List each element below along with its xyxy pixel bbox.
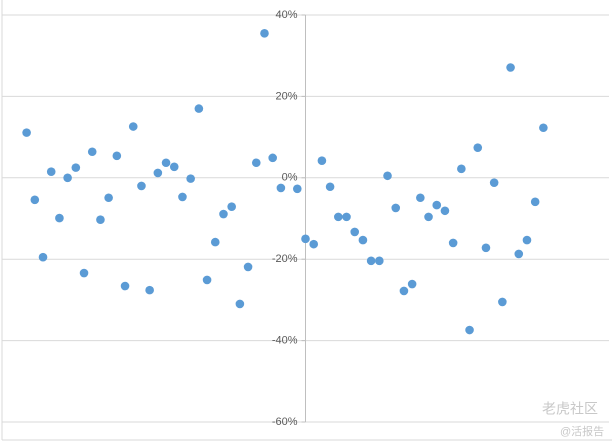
point <box>120 281 130 291</box>
point <box>539 123 548 133</box>
point <box>407 279 417 289</box>
point <box>358 235 368 245</box>
point <box>128 122 138 131</box>
point <box>481 243 491 253</box>
point <box>219 209 228 219</box>
point <box>473 143 483 152</box>
point <box>465 325 474 335</box>
point <box>325 182 335 192</box>
point <box>235 299 245 309</box>
point <box>489 178 499 187</box>
point <box>506 63 515 72</box>
point <box>457 164 466 174</box>
point <box>112 151 122 161</box>
y-tick-label: -20% <box>272 253 298 265</box>
point <box>432 200 442 210</box>
point <box>22 128 31 137</box>
point <box>194 104 204 113</box>
point <box>71 163 81 172</box>
y-tick-label: 20% <box>275 90 297 102</box>
point <box>399 286 409 296</box>
point <box>276 183 286 193</box>
point <box>243 262 253 272</box>
point <box>137 181 146 191</box>
point <box>210 237 220 247</box>
point <box>79 268 89 278</box>
point <box>350 227 360 237</box>
point <box>440 206 450 216</box>
points <box>22 29 548 335</box>
point <box>55 213 64 223</box>
point <box>178 192 187 202</box>
point <box>30 195 40 205</box>
point <box>375 256 384 266</box>
point <box>498 297 507 307</box>
point <box>334 212 343 222</box>
point <box>186 174 195 183</box>
point <box>96 215 105 225</box>
point <box>514 249 524 259</box>
point <box>145 285 154 295</box>
point <box>342 212 351 222</box>
y-tick-label: -40% <box>272 335 298 347</box>
point <box>268 153 277 163</box>
point <box>530 197 540 207</box>
point <box>104 193 113 203</box>
y-tick-label: -60% <box>272 416 298 428</box>
point <box>87 147 97 157</box>
point <box>46 167 56 176</box>
point <box>153 168 163 178</box>
y-tick-label: 40% <box>275 9 297 21</box>
point <box>366 256 376 266</box>
y-tick-label: 0% <box>282 172 298 184</box>
point <box>38 252 48 262</box>
point <box>63 173 72 183</box>
point <box>522 235 532 245</box>
point <box>309 239 319 249</box>
point <box>448 238 458 248</box>
point <box>292 184 302 194</box>
watermark-source: @活报告 <box>560 424 604 438</box>
axis: 40% 20% 0% -20% -40% -60% <box>272 9 306 428</box>
point <box>227 202 236 211</box>
point <box>260 29 269 38</box>
point <box>383 171 392 181</box>
point <box>251 158 261 168</box>
point <box>202 275 212 285</box>
point <box>161 158 171 168</box>
watermark-brand: 老虎社区 <box>542 401 598 417</box>
point <box>391 203 401 213</box>
point <box>424 212 433 222</box>
point <box>169 162 179 172</box>
point <box>317 156 327 166</box>
point <box>416 193 425 203</box>
point <box>301 234 310 244</box>
